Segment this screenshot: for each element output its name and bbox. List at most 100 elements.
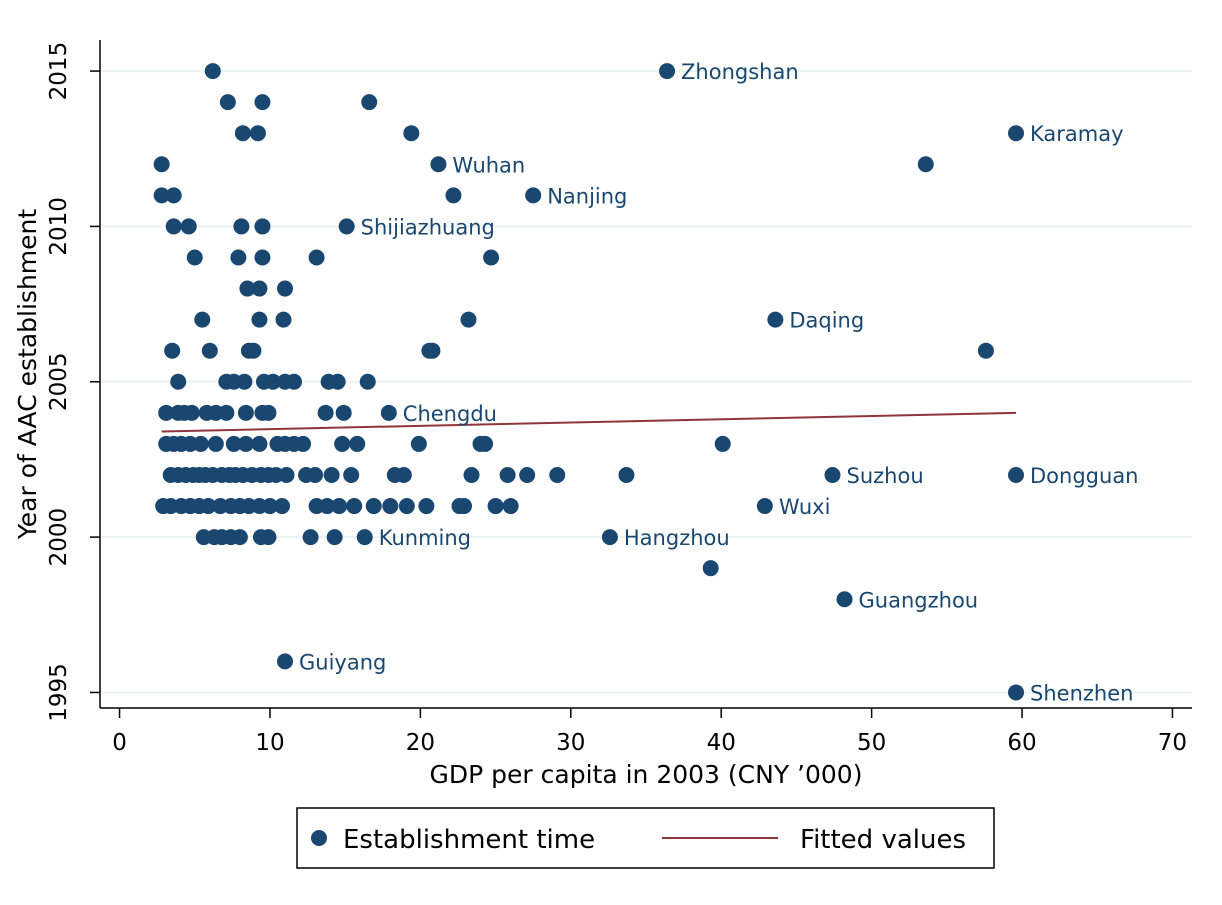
- data-point: [382, 498, 399, 515]
- data-point: [180, 218, 197, 235]
- data-point: [261, 498, 278, 515]
- data-point-guiyang: [277, 653, 294, 670]
- data-point-dongguan: [1008, 466, 1025, 483]
- data-point: [254, 94, 271, 111]
- data-point: [331, 498, 348, 515]
- x-tick-label-60: 60: [1007, 730, 1036, 756]
- data-point: [326, 529, 343, 546]
- y-tick-label-2000: 2000: [46, 508, 72, 567]
- data-point: [233, 218, 250, 235]
- data-point: [334, 435, 351, 452]
- data-point: [917, 156, 934, 173]
- legend: Establishment time Fitted values: [296, 807, 995, 869]
- data-point: [308, 249, 325, 266]
- data-point: [234, 125, 251, 142]
- point-label-shijiazhuang: Shijiazhuang: [361, 215, 495, 239]
- data-point-kunming: [356, 529, 373, 546]
- data-point: [274, 498, 290, 515]
- data-point: [165, 187, 182, 204]
- data-point: [618, 466, 635, 483]
- x-tick-label-40: 40: [707, 730, 736, 756]
- data-point: [254, 218, 271, 235]
- data-point: [186, 249, 203, 266]
- data-point: [201, 342, 218, 359]
- data-point: [395, 466, 412, 483]
- x-tick-label-10: 10: [255, 730, 284, 756]
- data-point: [170, 373, 187, 390]
- data-point: [307, 466, 324, 483]
- data-point: [549, 466, 566, 483]
- data-point: [343, 466, 360, 483]
- data-point-karamay: [1008, 125, 1025, 142]
- data-point: [346, 498, 363, 515]
- data-point: [403, 125, 420, 142]
- legend-label-fitted: Fitted values: [800, 825, 966, 855]
- data-point: [295, 435, 312, 452]
- data-point: [200, 498, 217, 515]
- data-point: [277, 280, 294, 297]
- data-point: [153, 156, 170, 173]
- data-point-zhongshan: [659, 63, 676, 80]
- data-point: [418, 498, 435, 515]
- data-point: [487, 498, 504, 515]
- data-point: [398, 498, 415, 515]
- data-point: [237, 404, 254, 421]
- point-labels: Zhongshan Karamay Wuhan Nanjing Shijiazhuang…: [299, 60, 1138, 705]
- y-axis-title: Year of AAC establishment: [13, 209, 42, 541]
- data-point: [335, 404, 352, 421]
- data-point: [183, 404, 200, 421]
- data-point: [519, 466, 536, 483]
- data-point-hangzhou: [601, 529, 618, 546]
- data-point: [164, 342, 181, 359]
- point-label-kunming: Kunming: [379, 526, 471, 550]
- legend-box: [296, 807, 995, 869]
- data-point: [218, 404, 235, 421]
- x-ticks: 0 10 20 30 40 50 60 70: [112, 708, 1187, 756]
- point-label-wuhan: Wuhan: [452, 153, 525, 177]
- data-point: [207, 435, 224, 452]
- data-point: [165, 218, 182, 235]
- y-ticks: 1995 2000 2005 2010 2015: [46, 42, 100, 722]
- data-points: [153, 63, 1025, 701]
- data-point-shenzhen: [1008, 684, 1025, 701]
- point-label-shenzhen: Shenzhen: [1030, 681, 1133, 705]
- data-point: [424, 342, 441, 359]
- point-label-daqing: Daqing: [789, 309, 864, 333]
- data-point: [251, 435, 268, 452]
- data-point: [153, 187, 170, 204]
- data-point-shijiazhuang: [338, 218, 355, 235]
- point-label-guiyang: Guiyang: [299, 650, 386, 674]
- data-point-nanjing: [525, 187, 542, 204]
- data-point: [477, 435, 494, 452]
- data-point: [702, 560, 719, 577]
- fitted-line: [161, 411, 1017, 433]
- data-point: [977, 342, 994, 359]
- data-point: [359, 373, 376, 390]
- data-point: [365, 498, 382, 515]
- data-point: [483, 249, 500, 266]
- x-tick-label-70: 70: [1158, 730, 1187, 756]
- data-point-chengdu: [380, 404, 397, 421]
- data-point: [237, 435, 254, 452]
- data-point: [158, 404, 175, 421]
- y-tick-label-2010: 2010: [46, 197, 72, 256]
- data-point: [275, 311, 292, 328]
- data-point: [260, 529, 277, 546]
- y-tick-label-1995: 1995: [46, 663, 72, 722]
- data-point: [456, 498, 472, 515]
- data-point: [219, 94, 236, 111]
- data-point: [319, 498, 336, 515]
- data-point: [239, 280, 256, 297]
- data-point: [302, 529, 319, 546]
- data-point: [502, 498, 519, 515]
- data-point: [204, 63, 221, 80]
- data-point: [254, 249, 271, 266]
- x-tick-label-20: 20: [406, 730, 435, 756]
- legend-label-establishment: Establishment time: [343, 825, 595, 855]
- x-tick-label-30: 30: [556, 730, 585, 756]
- data-point: [192, 435, 209, 452]
- data-point: [445, 187, 462, 204]
- point-label-wuxi: Wuxi: [779, 495, 831, 519]
- data-point: [460, 311, 477, 328]
- data-point: [361, 94, 378, 111]
